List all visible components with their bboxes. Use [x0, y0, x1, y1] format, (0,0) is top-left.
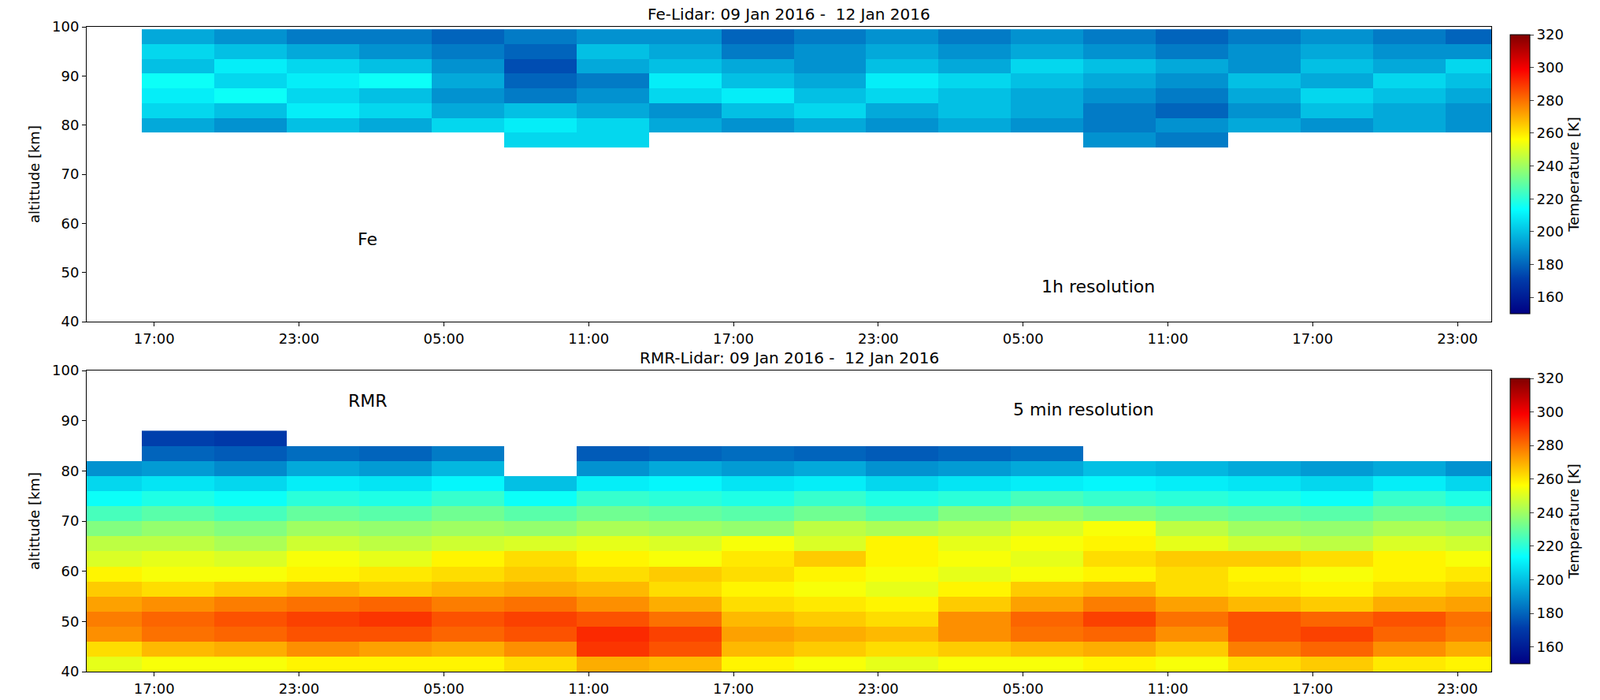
svg-text:Fe: Fe: [357, 229, 378, 249]
svg-text:17:00: 17:00: [712, 679, 754, 697]
svg-text:17:00: 17:00: [1291, 330, 1333, 347]
svg-text:80: 80: [60, 462, 79, 479]
svg-text:280: 280: [1536, 436, 1564, 453]
svg-text:50: 50: [60, 263, 79, 281]
svg-text:11:00: 11:00: [567, 679, 609, 697]
svg-text:1h resolution: 1h resolution: [1041, 276, 1155, 297]
svg-text:220: 220: [1536, 190, 1564, 208]
svg-text:180: 180: [1536, 604, 1564, 621]
svg-text:70: 70: [60, 165, 79, 182]
svg-text:320: 320: [1536, 369, 1564, 387]
svg-text:300: 300: [1536, 59, 1564, 76]
svg-text:240: 240: [1536, 157, 1564, 175]
svg-text:Fe-Lidar: 09 Jan 2016 - 12 Ja: Fe-Lidar: 09 Jan 2016 - 12 Jan 2016: [647, 4, 931, 24]
svg-text:altittude [km]: altittude [km]: [25, 471, 43, 570]
svg-text:80: 80: [60, 116, 79, 134]
svg-text:RMR-Lidar: 09 Jan 2016 - 12 J: RMR-Lidar: 09 Jan 2016 - 12 Jan 2016: [639, 348, 940, 368]
svg-text:altittude [km]: altittude [km]: [25, 125, 43, 223]
svg-text:17:00: 17:00: [712, 330, 754, 347]
svg-text:70: 70: [60, 512, 79, 529]
svg-text:23:00: 23:00: [857, 679, 899, 697]
svg-text:Temperature [K]: Temperature [K]: [1565, 463, 1582, 580]
svg-text:200: 200: [1536, 222, 1564, 240]
svg-text:50: 50: [60, 612, 79, 630]
svg-text:180: 180: [1536, 256, 1564, 273]
svg-text:220: 220: [1536, 537, 1564, 554]
svg-text:280: 280: [1536, 92, 1564, 109]
svg-text:17:00: 17:00: [133, 679, 175, 697]
svg-text:90: 90: [60, 412, 79, 429]
svg-text:260: 260: [1536, 470, 1564, 487]
svg-text:RMR: RMR: [348, 390, 388, 411]
svg-text:5 min resolution: 5 min resolution: [1013, 399, 1155, 420]
svg-text:11:00: 11:00: [1147, 679, 1189, 697]
svg-text:260: 260: [1536, 124, 1564, 142]
svg-text:100: 100: [51, 18, 79, 35]
svg-text:300: 300: [1536, 403, 1564, 420]
svg-text:40: 40: [60, 312, 79, 330]
svg-text:240: 240: [1536, 504, 1564, 521]
svg-text:90: 90: [60, 67, 79, 85]
svg-text:200: 200: [1536, 571, 1564, 588]
svg-text:60: 60: [60, 215, 79, 232]
svg-text:40: 40: [60, 662, 79, 680]
svg-text:160: 160: [1536, 638, 1564, 655]
svg-text:17:00: 17:00: [133, 330, 175, 347]
svg-text:11:00: 11:00: [1147, 330, 1189, 347]
svg-text:05:00: 05:00: [423, 679, 465, 697]
svg-text:60: 60: [60, 562, 79, 580]
svg-text:17:00: 17:00: [1291, 679, 1333, 697]
svg-text:23:00: 23:00: [278, 330, 320, 347]
svg-text:320: 320: [1536, 25, 1564, 43]
svg-text:160: 160: [1536, 288, 1564, 305]
svg-text:Temperature [K]: Temperature [K]: [1565, 116, 1582, 233]
svg-text:23:00: 23:00: [1436, 330, 1478, 347]
svg-text:100: 100: [51, 361, 79, 379]
svg-text:23:00: 23:00: [1436, 679, 1478, 697]
svg-text:05:00: 05:00: [423, 330, 465, 347]
svg-text:05:00: 05:00: [1002, 330, 1044, 347]
svg-text:23:00: 23:00: [857, 330, 899, 347]
svg-text:05:00: 05:00: [1002, 679, 1044, 697]
svg-text:11:00: 11:00: [567, 330, 609, 347]
svg-text:23:00: 23:00: [278, 679, 320, 697]
